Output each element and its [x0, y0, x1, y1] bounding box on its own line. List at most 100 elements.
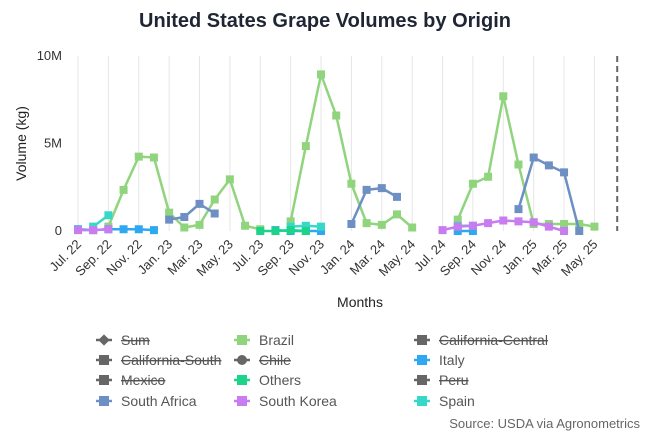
- legend-label-spain: Spain: [439, 393, 475, 409]
- legend-label-sum: Sum: [121, 332, 150, 348]
- data-point-others[interactable]: [271, 227, 280, 235]
- data-point-brazil[interactable]: [514, 160, 523, 169]
- legend-item-california-south[interactable]: California-South: [96, 352, 221, 368]
- data-point-brazil[interactable]: [210, 195, 219, 204]
- series-others[interactable]: [256, 226, 310, 235]
- data-point-brazil[interactable]: [317, 70, 326, 79]
- data-point-brazil[interactable]: [225, 175, 234, 184]
- data-point-brazil[interactable]: [590, 222, 599, 231]
- data-point-others[interactable]: [286, 226, 295, 235]
- series-line-brazil: [456, 95, 595, 228]
- data-point-south-africa[interactable]: [529, 153, 538, 162]
- legend-marker-spain: [417, 396, 427, 406]
- data-point-brazil[interactable]: [332, 111, 341, 120]
- data-point-brazil[interactable]: [119, 185, 128, 194]
- data-point-brazil[interactable]: [195, 220, 204, 229]
- legend-marker-mexico: [99, 375, 109, 385]
- data-point-south-africa[interactable]: [165, 215, 174, 224]
- legend-marker-others: [237, 375, 247, 385]
- data-point-spain[interactable]: [104, 211, 113, 220]
- y-axis-label: Volume (kg): [13, 106, 29, 181]
- data-point-south-africa[interactable]: [347, 220, 356, 228]
- data-point-south-africa[interactable]: [560, 168, 569, 177]
- data-point-brazil[interactable]: [362, 219, 371, 228]
- legend-item-south-korea[interactable]: South Korea: [234, 393, 337, 409]
- data-point-brazil[interactable]: [499, 92, 508, 101]
- series-spain[interactable]: [89, 211, 477, 231]
- data-point-italy[interactable]: [119, 225, 128, 234]
- data-point-italy[interactable]: [317, 227, 326, 235]
- data-point-south-korea[interactable]: [514, 217, 523, 226]
- series-south-korea[interactable]: [74, 216, 569, 236]
- data-point-south-korea[interactable]: [544, 222, 553, 231]
- data-point-south-africa[interactable]: [392, 192, 401, 201]
- data-point-brazil[interactable]: [453, 215, 462, 224]
- y-tick-label: 0: [55, 223, 62, 238]
- data-point-brazil[interactable]: [149, 153, 158, 162]
- legend-item-california-central[interactable]: California-Central: [414, 332, 548, 348]
- data-point-south-africa[interactable]: [210, 209, 219, 218]
- data-point-south-korea[interactable]: [560, 227, 569, 235]
- data-point-south-korea[interactable]: [529, 218, 538, 227]
- legend-label-california-south: California-South: [121, 352, 221, 368]
- data-point-south-korea[interactable]: [453, 222, 462, 231]
- series-group: [74, 70, 599, 236]
- data-point-brazil[interactable]: [484, 172, 493, 181]
- data-point-south-korea[interactable]: [438, 226, 447, 235]
- legend-label-mexico: Mexico: [121, 372, 166, 388]
- y-tick-label: 10M: [37, 48, 62, 63]
- legend-item-spain[interactable]: Spain: [414, 393, 475, 409]
- data-point-italy[interactable]: [149, 226, 158, 235]
- data-point-brazil[interactable]: [180, 223, 189, 232]
- data-point-spain[interactable]: [301, 221, 310, 230]
- grid-lines: [77, 56, 595, 231]
- data-point-brazil[interactable]: [468, 179, 477, 188]
- data-point-italy[interactable]: [134, 225, 143, 234]
- data-point-others[interactable]: [301, 227, 310, 235]
- data-point-italy[interactable]: [453, 227, 462, 235]
- data-point-south-africa[interactable]: [544, 161, 553, 170]
- data-point-brazil[interactable]: [301, 142, 310, 151]
- data-point-south-africa[interactable]: [195, 199, 204, 208]
- series-south-africa[interactable]: [165, 153, 584, 236]
- legend-item-south-africa[interactable]: South Africa: [96, 393, 197, 409]
- data-point-brazil[interactable]: [560, 220, 569, 228]
- data-point-brazil[interactable]: [347, 179, 356, 188]
- data-point-brazil[interactable]: [134, 152, 143, 161]
- data-point-brazil[interactable]: [392, 210, 401, 219]
- legend-label-south-korea: South Korea: [259, 393, 337, 409]
- legend-item-mexico[interactable]: Mexico: [96, 372, 166, 388]
- data-point-brazil[interactable]: [286, 217, 295, 226]
- data-point-south-korea[interactable]: [74, 226, 82, 235]
- data-point-south-korea[interactable]: [468, 221, 477, 230]
- data-point-brazil[interactable]: [377, 220, 386, 229]
- data-point-south-africa[interactable]: [362, 185, 371, 194]
- data-point-brazil[interactable]: [575, 220, 584, 228]
- data-point-south-africa[interactable]: [180, 213, 189, 221]
- legend: Sum Brazil California-Central California-So…: [96, 332, 548, 409]
- legend-item-others[interactable]: Others: [234, 372, 301, 388]
- legend-item-chile[interactable]: Chile: [234, 352, 291, 368]
- data-point-italy[interactable]: [468, 227, 477, 235]
- data-point-south-korea[interactable]: [89, 226, 98, 235]
- legend-item-peru[interactable]: Peru: [414, 372, 469, 388]
- data-point-others[interactable]: [256, 227, 265, 235]
- data-point-brazil[interactable]: [241, 221, 250, 230]
- legend-item-brazil[interactable]: Brazil: [234, 332, 294, 348]
- data-point-brazil[interactable]: [165, 208, 174, 217]
- source-note: Source: USDA via Agronometrics: [449, 416, 640, 431]
- y-axis-ticks: 0 5M 10M: [37, 48, 62, 238]
- legend-item-sum[interactable]: Sum: [96, 332, 150, 348]
- data-point-south-africa[interactable]: [514, 205, 523, 214]
- data-point-south-korea[interactable]: [484, 219, 493, 228]
- data-point-brazil[interactable]: [408, 223, 417, 232]
- series-line-others: [260, 228, 306, 233]
- legend-item-italy[interactable]: Italy: [414, 352, 465, 368]
- data-point-south-korea[interactable]: [499, 216, 508, 225]
- data-point-south-korea[interactable]: [104, 225, 113, 234]
- data-point-south-africa[interactable]: [377, 184, 386, 193]
- data-point-spain[interactable]: [317, 222, 326, 231]
- data-point-south-africa[interactable]: [575, 227, 584, 235]
